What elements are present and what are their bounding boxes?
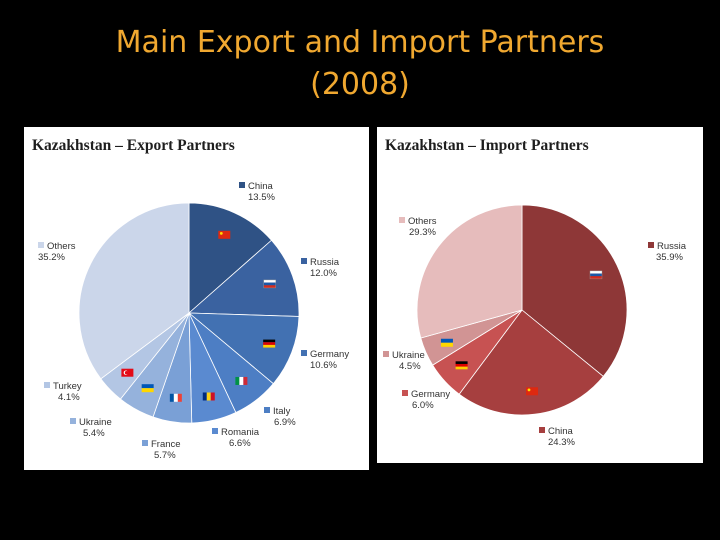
slice-name: Ukraine — [392, 350, 425, 361]
china-flag-icon — [218, 230, 231, 239]
slice-name: Others — [408, 216, 437, 227]
pie-slice-russia — [187, 239, 300, 317]
germany-flag-icon — [455, 361, 468, 370]
slice-name: Russia — [310, 257, 340, 268]
slice-name: Russia — [657, 241, 687, 252]
slice-value: 4.1% — [58, 392, 80, 403]
legend-swatch — [264, 407, 270, 413]
slice-name: China — [548, 426, 574, 437]
slice-name: Ukraine — [79, 417, 112, 428]
slice-value: 4.5% — [399, 361, 421, 372]
slide-title-line-1: Main Export and Import Partners — [115, 25, 605, 60]
legend-swatch — [142, 440, 148, 446]
slice-value: 13.5% — [248, 192, 275, 203]
slide-title: Main Export and Import Partners (2008) — [0, 22, 720, 106]
slice-value: 6.0% — [412, 400, 434, 411]
slice-value: 6.6% — [229, 438, 251, 449]
slice-value: 35.2% — [38, 252, 65, 263]
france-flag-icon — [169, 393, 182, 402]
pie-flags — [440, 270, 603, 396]
import-chart-panel: Kazakhstan – Import Partners Russia 35.9%… — [377, 127, 703, 463]
export-pie-chart: China13.5%Russia12.0%Germany10.6%Italy6.… — [38, 181, 349, 461]
turkey-flag-icon — [121, 368, 134, 377]
slice-value: 6.9% — [274, 417, 296, 428]
legend-swatch — [539, 427, 545, 433]
legend-swatch — [239, 182, 245, 188]
legend-swatch — [648, 242, 654, 248]
russia-flag-icon — [589, 270, 603, 280]
export-chart-title: Kazakhstan – Export Partners — [32, 137, 235, 154]
ukraine-flag-icon — [141, 384, 154, 393]
pie-flags — [121, 230, 276, 402]
slice-name: Germany — [411, 389, 450, 400]
ukraine-flag-icon — [440, 338, 453, 347]
legend-swatch — [301, 258, 307, 264]
slice-name: Romania — [221, 427, 260, 438]
slice-name: France — [151, 439, 181, 450]
italy-flag-icon — [235, 376, 248, 385]
legend-swatch — [44, 382, 50, 388]
export-chart-panel: Kazakhstan – Export Partners China 13.5% R… — [24, 127, 369, 470]
slice-name: Others — [47, 241, 76, 252]
legend-swatch — [70, 418, 76, 424]
legend-swatch — [399, 217, 405, 223]
legend-swatch — [212, 428, 218, 434]
pie-slices — [78, 202, 300, 424]
pie-slice-china — [188, 202, 273, 314]
slice-name: Italy — [273, 406, 291, 417]
slice-value: 35.9% — [656, 252, 683, 263]
pie-slices — [416, 204, 628, 416]
pie-labels: China13.5%Russia12.0%Germany10.6%Italy6.… — [38, 181, 349, 461]
legend-swatch — [301, 350, 307, 356]
slice-value: 5.7% — [154, 450, 176, 461]
pie-slice-germany — [187, 312, 300, 385]
slice-value: 12.0% — [310, 268, 337, 279]
germany-flag-icon — [263, 339, 276, 348]
legend-swatch — [38, 242, 44, 248]
slice-value: 29.3% — [409, 227, 436, 238]
import-chart-title: Kazakhstan – Import Partners — [385, 137, 589, 154]
slide-title-line-2: (2008) — [310, 67, 410, 102]
legend-swatch — [383, 351, 389, 357]
china-flag-icon — [526, 387, 539, 396]
russia-flag-icon — [263, 279, 276, 289]
slice-value: 24.3% — [548, 437, 575, 448]
slice-name: Turkey — [53, 381, 82, 392]
pie-slice-others — [416, 204, 523, 339]
slice-name: China — [248, 181, 274, 192]
pie-slice-others — [78, 202, 190, 380]
slice-value: 10.6% — [310, 360, 337, 371]
romania-flag-icon — [202, 392, 215, 401]
pie-slice-china — [458, 309, 604, 416]
pie-slice-russia — [521, 204, 628, 377]
slice-name: Germany — [310, 349, 349, 360]
slice-value: 5.4% — [83, 428, 105, 439]
legend-swatch — [402, 390, 408, 396]
